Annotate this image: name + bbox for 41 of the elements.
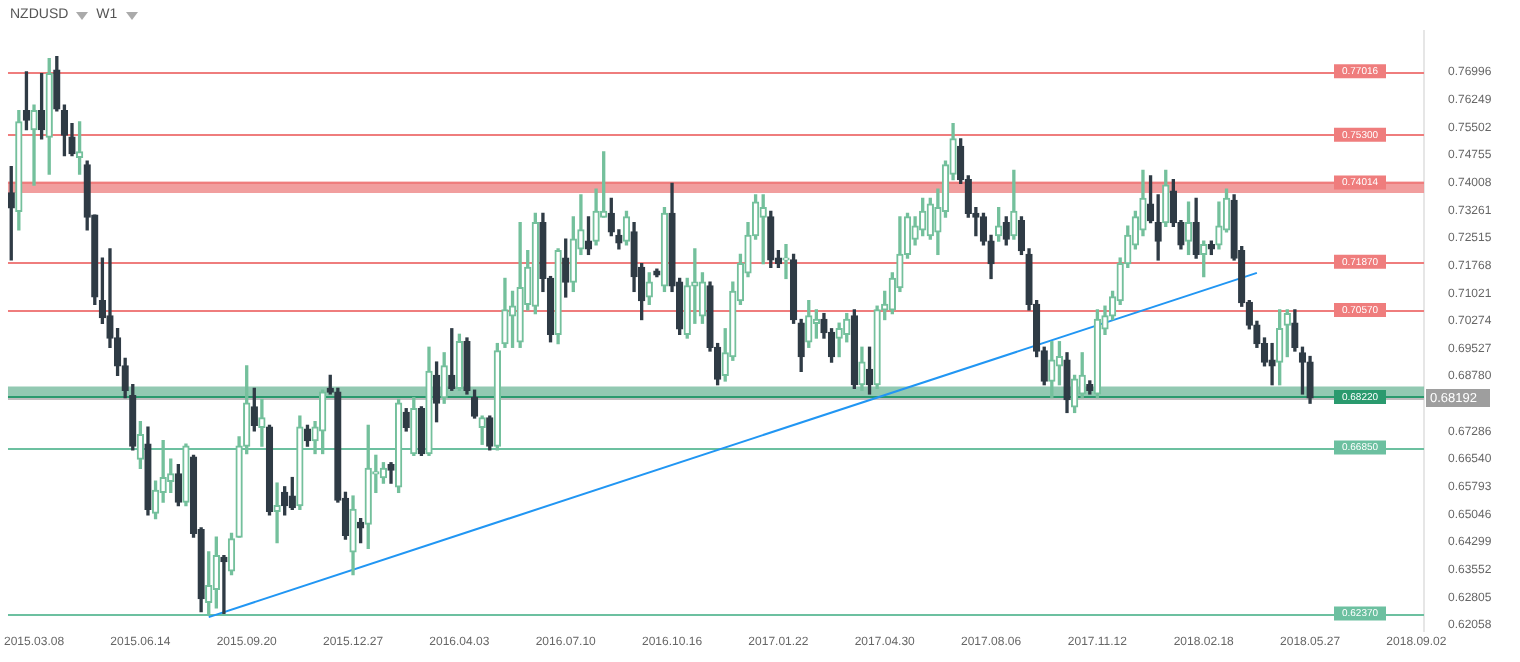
candlestick	[356, 517, 365, 544]
candlestick	[516, 221, 524, 348]
candlestick	[349, 495, 357, 576]
candlestick	[265, 424, 274, 516]
candlestick	[767, 210, 775, 268]
candlestick	[22, 71, 31, 131]
candlestick	[782, 244, 790, 280]
candlestick	[432, 361, 441, 423]
candlestick	[45, 57, 53, 175]
candlestick	[174, 463, 182, 507]
candlestick	[805, 299, 813, 348]
candlestick	[1200, 240, 1208, 278]
candlestick	[850, 309, 858, 390]
candlestick	[919, 197, 927, 237]
candlestick	[1002, 216, 1010, 246]
candlestick	[1063, 352, 1071, 414]
candlestick	[7, 166, 15, 261]
candlestick	[554, 248, 562, 345]
candlestick	[653, 268, 661, 278]
candlestick	[622, 210, 631, 246]
candlestick	[531, 212, 539, 315]
candlestick	[417, 406, 426, 457]
candlestick	[1306, 355, 1314, 404]
candlestick	[660, 207, 669, 293]
candlestick	[1192, 197, 1200, 259]
candlestick	[645, 272, 653, 306]
candlestick	[486, 415, 494, 451]
candlestick	[75, 121, 84, 175]
candlestick	[402, 408, 410, 432]
candlestick	[15, 110, 23, 231]
candlestick	[273, 482, 281, 544]
candlestick	[387, 462, 395, 484]
candlestick	[592, 188, 600, 246]
candlestick	[144, 426, 152, 516]
candlestick	[1086, 380, 1094, 395]
candlestick	[303, 424, 312, 447]
candlestick	[30, 104, 38, 186]
candlestick	[1010, 169, 1018, 240]
candlestick	[212, 536, 220, 609]
candlestick	[1184, 201, 1193, 256]
candlestick	[759, 194, 767, 265]
